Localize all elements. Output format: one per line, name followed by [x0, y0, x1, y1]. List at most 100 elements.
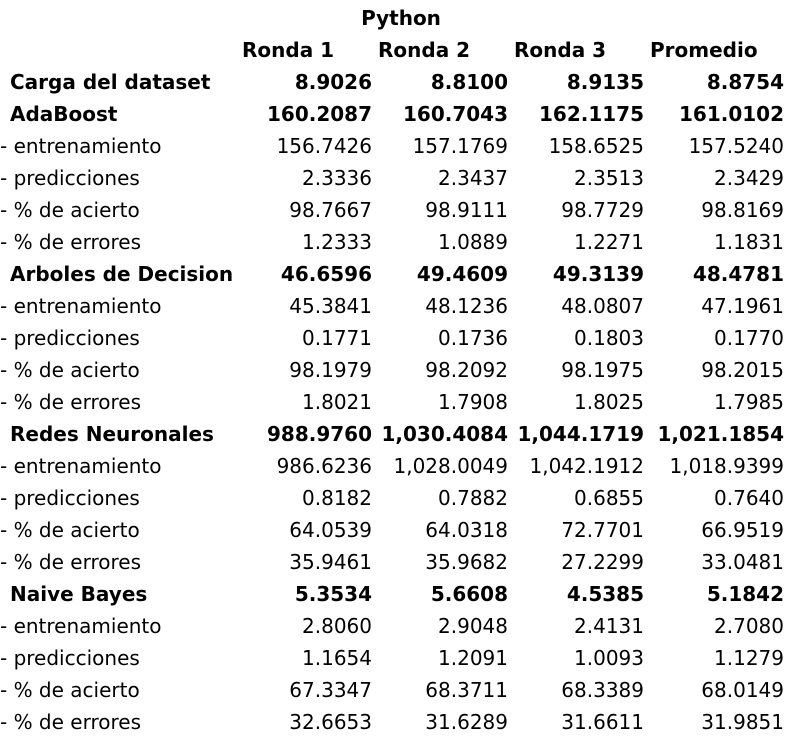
- column-header-row: Ronda 1 Ronda 2 Ronda 3 Promedio: [0, 34, 792, 66]
- cell-ronda-3: 1,044.1719: [517, 422, 644, 446]
- table-row: - % de errores 32.6653 31.6289 31.6611 31.98…: [0, 706, 792, 738]
- cell-ronda-1: 1.1654: [302, 646, 372, 670]
- table-row: - % de errores 1.2333 1.0889 1.2271 1.1831: [0, 226, 792, 258]
- table-row: - % de errores 1.8021 1.7908 1.8025 1.7985: [0, 386, 792, 418]
- table-body: Carga del dataset 8.9026 8.8100 8.9135 8.875…: [0, 66, 792, 738]
- cell-ronda-1: 64.0539: [289, 518, 372, 542]
- cell-ronda-3: 1,042.1912: [529, 454, 644, 478]
- row-label: Naive Bayes: [10, 582, 148, 606]
- cell-ronda-1: 986.6236: [276, 454, 372, 478]
- cell-ronda-3: 4.5385: [566, 582, 644, 606]
- row-label: - predicciones: [0, 326, 140, 350]
- group-header: Python: [0, 4, 792, 32]
- cell-ronda-3: 68.3389: [561, 678, 644, 702]
- cell-ronda-1: 67.3347: [289, 678, 372, 702]
- cell-ronda-1: 35.9461: [289, 550, 372, 574]
- cell-ronda-1: 2.8060: [302, 614, 372, 638]
- cell-ronda-3: 2.3513: [574, 166, 644, 190]
- cell-ronda-1: 156.7426: [276, 134, 372, 158]
- cell-ronda-2: 2.3437: [438, 166, 508, 190]
- table-row: - entrenamiento 2.8060 2.9048 2.4131 2.7080: [0, 610, 792, 642]
- cell-promedio: 0.1770: [714, 326, 784, 350]
- table-row-group: Carga del dataset 8.9026 8.8100 8.9135 8.875…: [0, 66, 792, 98]
- cell-ronda-2: 5.6608: [430, 582, 508, 606]
- cell-ronda-1: 8.9026: [294, 70, 372, 94]
- cell-ronda-3: 98.1975: [561, 358, 644, 382]
- cell-ronda-1: 160.2087: [266, 102, 372, 126]
- results-table: Ronda 1 Ronda 2 Ronda 3 Promedio Carga d…: [0, 34, 792, 738]
- table-row: - predicciones 0.1771 0.1736 0.1803 0.1770: [0, 322, 792, 354]
- cell-ronda-1: 2.3336: [302, 166, 372, 190]
- cell-ronda-3: 1.8025: [574, 390, 644, 414]
- row-label: - % de acierto: [0, 678, 140, 702]
- cell-ronda-2: 64.0318: [425, 518, 508, 542]
- cell-ronda-1: 45.3841: [289, 294, 372, 318]
- row-label: - predicciones: [0, 166, 140, 190]
- cell-promedio: 68.0149: [701, 678, 784, 702]
- table-row-group: Arboles de Decision 46.6596 49.4609 49.3139…: [0, 258, 792, 290]
- table-row: - predicciones 0.8182 0.7882 0.6855 0.7640: [0, 482, 792, 514]
- cell-ronda-2: 1.0889: [438, 230, 508, 254]
- row-label: - % de errores: [0, 230, 141, 254]
- cell-ronda-3: 2.4131: [574, 614, 644, 638]
- cell-promedio: 47.1961: [701, 294, 784, 318]
- cell-promedio: 1.1279: [714, 646, 784, 670]
- cell-ronda-2: 98.9111: [425, 198, 508, 222]
- row-label: - entrenamiento: [0, 294, 162, 318]
- cell-ronda-3: 162.1175: [538, 102, 644, 126]
- cell-promedio: 98.8169: [701, 198, 784, 222]
- cell-promedio: 2.7080: [714, 614, 784, 638]
- table-row-group: Naive Bayes 5.3534 5.6608 4.5385 5.1842: [0, 578, 792, 610]
- cell-ronda-1: 46.6596: [280, 262, 372, 286]
- cell-ronda-1: 5.3534: [294, 582, 372, 606]
- row-label: Arboles de Decision: [10, 262, 234, 286]
- row-label: - % de errores: [0, 710, 141, 734]
- cell-promedio: 31.9851: [701, 710, 784, 734]
- cell-ronda-3: 72.7701: [561, 518, 644, 542]
- cell-ronda-2: 49.4609: [416, 262, 508, 286]
- row-label: - % de errores: [0, 390, 141, 414]
- cell-ronda-2: 0.1736: [438, 326, 508, 350]
- column-header-ronda-3: Ronda 3: [514, 38, 607, 62]
- cell-ronda-2: 8.8100: [430, 70, 508, 94]
- row-label: - % de errores: [0, 550, 141, 574]
- table-row: - % de errores 35.9461 35.9682 27.2299 33.04…: [0, 546, 792, 578]
- column-header-ronda-2: Ronda 2: [378, 38, 471, 62]
- cell-ronda-3: 49.3139: [552, 262, 644, 286]
- cell-promedio: 1,021.1854: [657, 422, 784, 446]
- cell-promedio: 8.8754: [706, 70, 784, 94]
- column-header-ronda-1: Ronda 1: [242, 38, 335, 62]
- row-label: - predicciones: [0, 486, 140, 510]
- cell-ronda-3: 158.6525: [548, 134, 644, 158]
- table-row: - % de acierto 67.3347 68.3711 68.3389 68.01…: [0, 674, 792, 706]
- cell-ronda-2: 35.9682: [425, 550, 508, 574]
- cell-ronda-3: 1.0093: [574, 646, 644, 670]
- table-row: - % de acierto 98.1979 98.2092 98.1975 98.20…: [0, 354, 792, 386]
- cell-ronda-2: 157.1769: [412, 134, 508, 158]
- cell-ronda-2: 98.2092: [425, 358, 508, 382]
- cell-promedio: 161.0102: [678, 102, 784, 126]
- cell-ronda-1: 98.7667: [289, 198, 372, 222]
- cell-ronda-2: 1.7908: [438, 390, 508, 414]
- row-label: - % de acierto: [0, 198, 140, 222]
- cell-promedio: 98.2015: [701, 358, 784, 382]
- cell-promedio: 5.1842: [706, 582, 784, 606]
- row-label: Redes Neuronales: [10, 422, 214, 446]
- cell-ronda-1: 32.6653: [289, 710, 372, 734]
- row-label: AdaBoost: [10, 102, 118, 126]
- cell-promedio: 157.5240: [688, 134, 784, 158]
- cell-ronda-1: 1.2333: [302, 230, 372, 254]
- cell-ronda-2: 0.7882: [438, 486, 508, 510]
- cell-ronda-2: 68.3711: [425, 678, 508, 702]
- cell-ronda-1: 988.9760: [266, 422, 372, 446]
- cell-ronda-2: 1,030.4084: [381, 422, 508, 446]
- cell-ronda-1: 98.1979: [289, 358, 372, 382]
- table-row: - entrenamiento 45.3841 48.1236 48.0807 47.1…: [0, 290, 792, 322]
- cell-promedio: 48.4781: [692, 262, 784, 286]
- table-row-group: AdaBoost 160.2087 160.7043 162.1175 161.0102: [0, 98, 792, 130]
- row-label: - % de acierto: [0, 358, 140, 382]
- cell-promedio: 1.7985: [714, 390, 784, 414]
- cell-ronda-2: 48.1236: [425, 294, 508, 318]
- cell-ronda-1: 0.1771: [302, 326, 372, 350]
